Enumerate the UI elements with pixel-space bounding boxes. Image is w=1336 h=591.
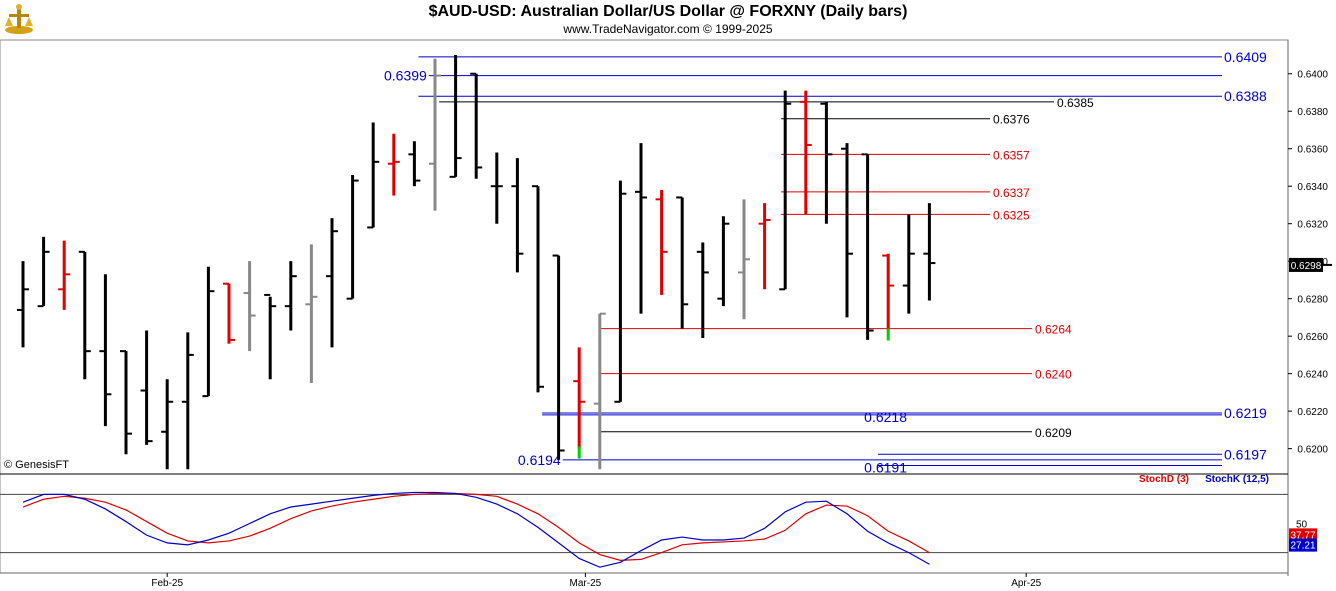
chart-header: $AUD-USD: Australian Dollar/US Dollar @ …: [0, 0, 1336, 40]
level-label: 0.6376: [993, 113, 1030, 127]
level-label: 0.6209: [1035, 426, 1072, 440]
watermark: © GenesisFT: [4, 459, 69, 471]
price-tick-label: 0.6380: [1297, 107, 1328, 118]
trade-navigator-logo-icon: [2, 2, 36, 36]
level-label: 0.6219: [1224, 405, 1267, 421]
price-tick-label: 0.6280: [1297, 295, 1328, 306]
level-label: 0.6388: [1224, 88, 1267, 104]
time-tick-label: Apr-25: [1011, 578, 1041, 589]
level-label: 0.6325: [993, 208, 1030, 222]
stochk-legend: StochK (12,5): [1205, 474, 1269, 485]
price-tick-label: 0.6360: [1297, 145, 1328, 156]
time-tick-label: Mar-25: [570, 578, 602, 589]
price-tick-label: 0.6220: [1297, 407, 1328, 418]
level-label: 0.6197: [1224, 446, 1267, 462]
plot-area: [0, 39, 1289, 574]
chart-subtitle: www.TradeNavigator.com © 1999-2025: [563, 22, 773, 36]
stoch-last-label: 27.21: [1290, 541, 1315, 552]
level-label: 0.6337: [993, 186, 1030, 200]
stoch-last-box: [1289, 528, 1317, 542]
stoch-line: [22, 492, 930, 561]
time-tick-label: Feb-25: [151, 578, 183, 589]
price-tick-label: 0.6260: [1297, 332, 1328, 343]
level-label: 0.6409: [1224, 49, 1267, 65]
stoch-last-box: [1289, 538, 1317, 552]
level-label: 0.6194: [518, 452, 561, 468]
price-tick-label: 0.6400: [1297, 70, 1328, 81]
level-label: 0.6385: [1057, 96, 1094, 110]
level-label: 0.6218: [864, 409, 907, 425]
level-label: 0.6399: [384, 68, 427, 84]
price-tick-label: 0.6240: [1297, 370, 1328, 381]
stoch-line: [22, 491, 930, 568]
price-tick-label: 0.6340: [1297, 182, 1328, 193]
last-price-box: [1289, 257, 1323, 272]
stoch-last-label: 37.77: [1290, 530, 1315, 541]
level-label: 0.6357: [993, 148, 1030, 162]
stoch-tick-label: 50: [1296, 520, 1308, 531]
chart-title: $AUD-USD: Australian Dollar/US Dollar @ …: [428, 3, 908, 20]
price-tick-label: 0.6200: [1297, 445, 1328, 456]
price-tick-label: 0.6320: [1297, 220, 1328, 231]
level-label: 0.6264: [1035, 323, 1072, 337]
price-axis: [1288, 40, 1336, 573]
stochd-legend: StochD (3): [1139, 474, 1189, 485]
last-price-label: 0.6298: [1291, 261, 1322, 272]
level-label: 0.6191: [864, 460, 907, 476]
level-label: 0.6240: [1035, 368, 1072, 382]
